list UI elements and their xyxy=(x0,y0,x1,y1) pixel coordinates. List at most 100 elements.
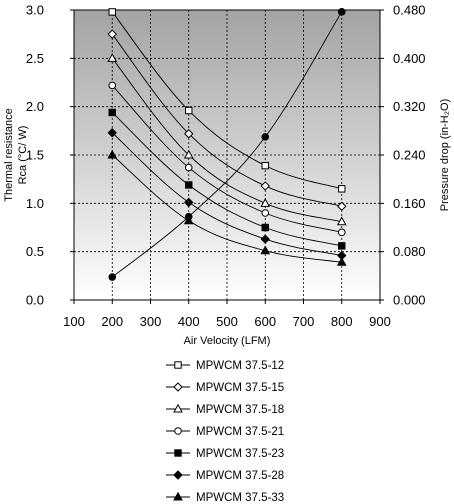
legend-marker xyxy=(174,361,182,369)
series-line xyxy=(111,112,342,247)
data-point xyxy=(261,161,269,170)
y-right-tick-label: 0.400 xyxy=(393,51,426,66)
x-tick-label: 700 xyxy=(293,314,315,329)
y-right-tick-label: 0.080 xyxy=(393,244,426,259)
legend-marker xyxy=(173,491,183,501)
data-point xyxy=(260,198,271,207)
legend-label: MPWCM 37.5-28 xyxy=(196,470,284,482)
series-1 xyxy=(108,8,346,193)
series-line xyxy=(111,85,342,233)
series-7 xyxy=(107,149,347,266)
legend-label: MPWCM 37.5-18 xyxy=(196,404,284,416)
data-point xyxy=(336,216,347,226)
legend-item: MPWCM 37.5-28 xyxy=(166,470,284,482)
data-point xyxy=(260,181,270,191)
y-right-tick-label: 0.480 xyxy=(393,3,426,18)
legend-marker xyxy=(173,470,183,480)
legend-label: MPWCM 37.5-12 xyxy=(196,360,284,372)
x-axis-label: Air Velocity (LFM) xyxy=(184,335,271,347)
series-2 xyxy=(107,29,347,211)
legend-marker xyxy=(173,403,183,413)
y-left-tick-label: 1.0 xyxy=(26,196,44,211)
y-left-tick-label: 2.0 xyxy=(26,99,44,114)
series-line xyxy=(111,11,342,190)
legend-item: MPWCM 37.5-33 xyxy=(166,491,284,504)
data-point xyxy=(337,8,346,16)
data-point xyxy=(336,257,347,266)
data-point xyxy=(184,129,194,139)
legend-label: MPWCM 37.5-15 xyxy=(196,382,284,394)
data-point xyxy=(184,197,194,208)
data-point xyxy=(108,8,116,16)
y-right-tick-label: 0.320 xyxy=(393,99,426,114)
legend-item: MPWCM 37.5-21 xyxy=(166,426,284,438)
x-tick-label: 600 xyxy=(254,314,276,329)
x-tick-label: 200 xyxy=(101,314,123,329)
legend-marker xyxy=(173,382,183,392)
legend-item: MPWCM 37.5-18 xyxy=(166,403,284,416)
y-axis-left: 0.0 0.5 1.0 1.5 2.0 2.5 3.0 xyxy=(26,3,74,308)
data-point xyxy=(260,234,270,244)
data-point xyxy=(108,273,117,281)
data-point xyxy=(184,212,193,221)
y-right-tick-label: 0.000 xyxy=(393,293,426,308)
series-group xyxy=(107,8,347,281)
series-6 xyxy=(107,128,347,261)
data-point xyxy=(338,242,346,250)
x-tick-label: 100 xyxy=(63,314,85,329)
data-point xyxy=(183,149,194,159)
y-left-tick-label: 1.5 xyxy=(26,148,44,163)
data-point xyxy=(107,53,118,62)
series-3 xyxy=(107,53,347,226)
data-point xyxy=(108,81,117,90)
data-point xyxy=(107,29,117,39)
series-line xyxy=(111,154,342,263)
legend-item: MPWCM 37.5-15 xyxy=(166,382,284,394)
data-point xyxy=(337,201,347,211)
series-4 xyxy=(108,81,346,237)
legend: MPWCM 37.5-12 MPWCM 37.5-15 MPWCM 37.5-18 M… xyxy=(166,360,284,504)
y-left-tick-label: 0.5 xyxy=(26,244,44,259)
data-point xyxy=(337,228,346,237)
data-point xyxy=(185,181,193,189)
data-point xyxy=(185,106,193,115)
x-tick-label: 900 xyxy=(369,314,391,329)
data-point xyxy=(260,245,271,255)
data-point xyxy=(184,163,193,172)
legend-marker xyxy=(174,427,182,435)
y-left-tick-label: 3.0 xyxy=(26,3,44,18)
data-point xyxy=(261,133,270,141)
series-line xyxy=(111,58,342,223)
data-point xyxy=(107,128,117,138)
x-tick-label: 300 xyxy=(140,314,162,329)
data-point xyxy=(338,185,346,193)
data-point xyxy=(261,209,270,217)
y-left-tick-label: 2.5 xyxy=(26,51,44,66)
data-point xyxy=(108,108,116,117)
legend-marker xyxy=(174,449,182,457)
x-tick-label: 800 xyxy=(331,314,353,329)
data-point xyxy=(261,223,269,232)
x-tick-label: 400 xyxy=(178,314,200,329)
data-point xyxy=(107,149,118,159)
legend-label: MPWCM 37.5-33 xyxy=(196,492,284,504)
y-left-tick-label: 0.0 xyxy=(26,293,44,308)
y-axis-left-label-line1: Thermal resistance xyxy=(3,108,15,202)
legend-label: MPWCM 37.5-21 xyxy=(196,426,284,438)
y-axis-right: 0.000 0.080 0.160 0.240 0.320 0.400 0.480 xyxy=(380,3,426,308)
y-axis-left-label-line2: Rca (°C/ W) xyxy=(17,126,29,185)
y-right-tick-label: 0.160 xyxy=(393,196,426,211)
series-line xyxy=(111,132,342,256)
series-line xyxy=(111,11,343,278)
series-line xyxy=(111,33,342,207)
x-tick-label: 500 xyxy=(216,314,238,329)
y-right-tick-label: 0.240 xyxy=(393,148,426,163)
series-8 xyxy=(108,8,346,281)
x-axis: 100 200 300 400 500 600 700 800 900 xyxy=(63,300,391,329)
series-5 xyxy=(108,108,346,250)
legend-item: MPWCM 37.5-23 xyxy=(166,448,284,460)
y-axis-right-label: Pressure drop (in-H₂O) xyxy=(439,99,451,211)
legend-item: MPWCM 37.5-12 xyxy=(166,360,284,372)
legend-label: MPWCM 37.5-23 xyxy=(196,448,284,460)
